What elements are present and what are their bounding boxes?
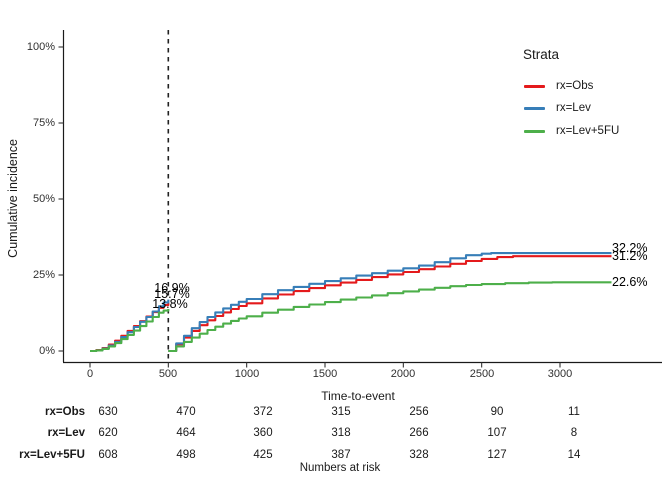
y-tick-label-50: 50%: [32, 193, 55, 205]
risk-value: 90: [490, 406, 504, 418]
annotation-end-rx-obs: 31.2%: [612, 249, 648, 263]
legend-line-swatch-red: [524, 84, 545, 88]
y-tick-label-100: 100%: [26, 41, 55, 53]
risk-value: 315: [331, 406, 351, 418]
x-tick-label-2500: 2500: [469, 368, 495, 380]
y-axis-title: Cumulative incidence: [6, 138, 20, 258]
risk-value: 256: [409, 406, 429, 418]
x-tick-label-1000: 1000: [234, 368, 260, 380]
risk-value: 107: [487, 427, 507, 439]
legend-item-label: rx=Lev+5FU: [556, 125, 620, 137]
risk-value: 498: [176, 449, 196, 461]
annotation-end-rx-lev5fu: 22.6%: [612, 275, 648, 289]
annotation-end-rx-lev: 32.2%: [612, 241, 648, 255]
risk-value: 266: [409, 427, 429, 439]
x-tick-label-500: 500: [158, 368, 178, 380]
legend-line-swatch-blue: [524, 106, 545, 110]
risk-value: 372: [253, 406, 273, 418]
y-tick-label-75: 75%: [32, 117, 55, 129]
y-tick-label-25: 25%: [32, 269, 55, 281]
x-tick-label-3000: 3000: [547, 368, 573, 380]
y-tick-label-0: 0%: [39, 345, 55, 357]
x-tick-label-1500: 1500: [312, 368, 338, 380]
risk-value: 14: [567, 449, 581, 461]
annotation-500-rx-lev5fu: 13.8%: [152, 297, 188, 311]
risk-table-caption: Numbers at risk: [299, 462, 381, 474]
risk-value: 608: [98, 449, 118, 461]
risk-value: 11: [568, 406, 580, 418]
axis-tick-marks: [58, 46, 561, 368]
risk-value: 360: [253, 427, 273, 439]
risk-value: 328: [409, 449, 429, 461]
risk-value: 8: [570, 427, 578, 439]
legend-item-label: rx=Lev: [556, 102, 591, 114]
risk-row-label-rx-lev: rx=Lev: [47, 427, 85, 439]
x-tick-label-0: 0: [86, 368, 94, 380]
risk-value: 318: [331, 427, 351, 439]
legend-title: Strata: [523, 47, 560, 62]
risk-value: 387: [331, 449, 351, 461]
annotation-500-rx-obs: 15.7%: [154, 287, 190, 301]
risk-value: 464: [176, 427, 196, 439]
risk-value: 425: [253, 449, 273, 461]
legend-line-swatch-green: [524, 129, 545, 133]
x-tick-label-2000: 2000: [390, 368, 416, 380]
risk-value: 470: [176, 406, 196, 418]
risk-value: 620: [98, 427, 118, 439]
legend-item-label: rx=Obs: [556, 80, 594, 92]
legend-item-rx-lev5fu: rx=Lev+5FU: [524, 124, 619, 138]
risk-row-label-rx-obs: rx=Obs: [45, 406, 85, 418]
legend-item-rx-lev: rx=Lev: [524, 101, 591, 115]
x-axis-title: Time-to-event: [321, 389, 395, 403]
risk-row-label-rx-lev5fu: rx=Lev+5FU: [19, 449, 85, 461]
curve-rx-lev5fu: [90, 281, 612, 353]
annotation-500-rx-lev: 16.9%: [154, 281, 190, 295]
legend-item-rx-obs: rx=Obs: [524, 79, 593, 93]
risk-value: 630: [98, 406, 118, 418]
risk-value: 127: [487, 449, 507, 461]
